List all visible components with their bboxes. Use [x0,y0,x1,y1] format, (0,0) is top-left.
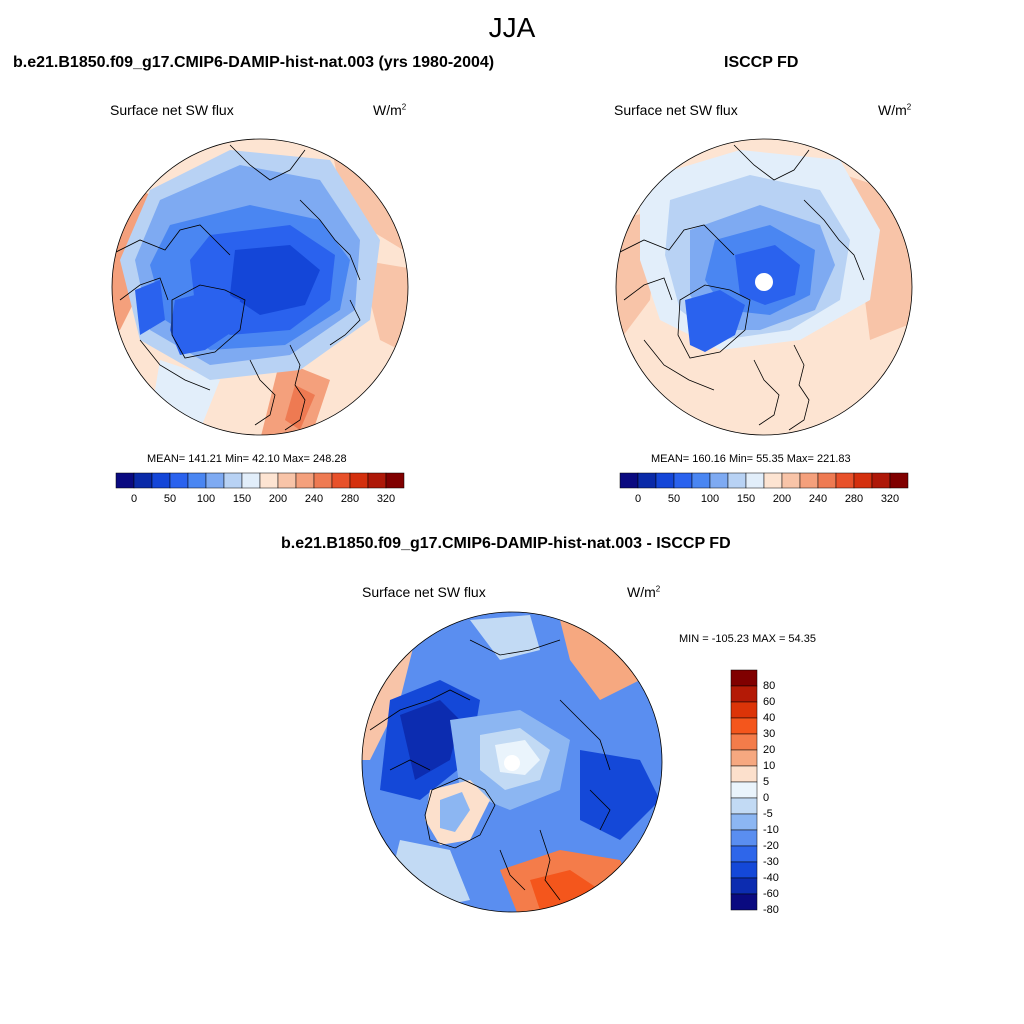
colorbar-tick-label: 200 [773,493,791,505]
colorbar-swatch [730,877,758,895]
colorbar-tick-label: 100 [197,493,215,505]
colorbar-swatch [151,472,171,489]
colorbar-swatch [673,472,693,489]
colorbar-tick-label: 5 [763,776,769,788]
colorbar-tick-label: 150 [233,493,251,505]
colorbar-swatch [385,472,405,489]
panel3-title: b.e21.B1850.f09_g17.CMIP6-DAMIP-hist-nat… [281,535,731,552]
colorbar-swatch [259,472,279,489]
colorbar-tick-label: 150 [737,493,755,505]
colorbar-tick-label: 50 [668,493,680,505]
colorbar-swatch [730,701,758,719]
colorbar-swatch [349,472,369,489]
colorbar-swatch [655,472,675,489]
panel2-units: W/m2 [878,102,912,118]
colorbar-tick-label: 0 [131,493,137,505]
colorbar-swatch [730,781,758,799]
panel1-stats: MEAN= 141.21 Min= 42.10 Max= 248.28 [147,453,347,465]
colorbar-swatch [331,472,351,489]
colorbar-swatch [619,472,639,489]
colorbar-swatch [730,861,758,879]
colorbar-tick-label: 80 [763,680,775,692]
colorbar-tick-label: 200 [269,493,287,505]
colorbar-tick-label: 0 [635,493,641,505]
colorbar-tick-label: 50 [164,493,176,505]
map-isccp-sw-flux [615,138,913,436]
colorbar-swatch [730,733,758,751]
panel2-title: ISCCP FD [724,54,799,71]
colorbar-swatch [295,472,315,489]
panel3-stats: MIN = -105.23 MAX = 54.35 [679,633,816,645]
colorbar-swatch [763,472,783,489]
colorbar-swatch [730,717,758,735]
colorbar-swatch [730,829,758,847]
colorbar-swatch [133,472,153,489]
colorbar-tick-label: 320 [377,493,395,505]
colorbar-swatch [730,749,758,767]
colorbar-tick-label: 320 [881,493,899,505]
colorbar-tick-label: 20 [763,744,775,756]
colorbar-swatch [799,472,819,489]
colorbar-tick-label: 100 [701,493,719,505]
panel2-stats: MEAN= 160.16 Min= 55.35 Max= 221.83 [651,453,851,465]
colorbar-panel1: 0 50 100 150 200 240 280 320 [115,472,405,505]
colorbar-swatch [745,472,765,489]
colorbar-tick-label: -60 [763,888,779,900]
panel3-variable-label: Surface net SW flux [362,584,486,600]
colorbar-tick-label: 240 [305,493,323,505]
colorbar-swatch [730,685,758,703]
map-difference [361,611,663,913]
colorbar-tick-label: 240 [809,493,827,505]
colorbar-tick-label: 40 [763,712,775,724]
colorbar-swatch [367,472,387,489]
colorbar-swatch [781,472,801,489]
colorbar-tick-label: -40 [763,872,779,884]
panel3-units: W/m2 [627,584,661,600]
colorbar-swatch [835,472,855,489]
colorbar-swatch [730,765,758,783]
colorbar-difference: 80 60 40 30 20 10 5 0 -5 -10 -20 -30 -40 -60 -80 [730,669,779,916]
colorbar-tick-label: 30 [763,728,775,740]
panel1-units: W/m2 [373,102,407,118]
colorbar-swatch [187,472,207,489]
colorbar-swatch [115,472,135,489]
colorbar-swatch [730,845,758,863]
colorbar-swatch [871,472,891,489]
colorbar-tick-label: -80 [763,904,779,916]
colorbar-swatch [169,472,189,489]
colorbar-swatch [223,472,243,489]
colorbar-swatch [205,472,225,489]
colorbar-swatch [709,472,729,489]
map-model-sw-flux [111,138,409,436]
colorbar-swatch [853,472,873,489]
colorbar-tick-label: -30 [763,856,779,868]
colorbar-tick-label: -10 [763,824,779,836]
panel1-title: b.e21.B1850.f09_g17.CMIP6-DAMIP-hist-nat… [13,54,495,71]
panel1-variable-label: Surface net SW flux [110,102,234,118]
colorbar-swatch [817,472,837,489]
colorbar-tick-label: -20 [763,840,779,852]
colorbar-swatch [313,472,333,489]
figure-title: JJA [488,12,536,43]
colorbar-swatch [730,893,758,911]
colorbar-swatch [241,472,261,489]
colorbar-swatch [637,472,657,489]
colorbar-tick-label: 280 [845,493,863,505]
colorbar-tick-label: 280 [341,493,359,505]
colorbar-tick-label: 10 [763,760,775,772]
colorbar-swatch [889,472,909,489]
panel2-variable-label: Surface net SW flux [614,102,738,118]
colorbar-tick-label: 60 [763,696,775,708]
colorbar-tick-label: 0 [763,792,769,804]
colorbar-swatch [730,669,758,687]
colorbar-swatch [727,472,747,489]
colorbar-swatch [277,472,297,489]
colorbar-panel2: 0 50 100 150 200 240 280 320 [619,472,909,505]
colorbar-tick-label: -5 [763,808,773,820]
colorbar-swatch [730,813,758,831]
colorbar-swatch [691,472,711,489]
colorbar-swatch [730,797,758,815]
